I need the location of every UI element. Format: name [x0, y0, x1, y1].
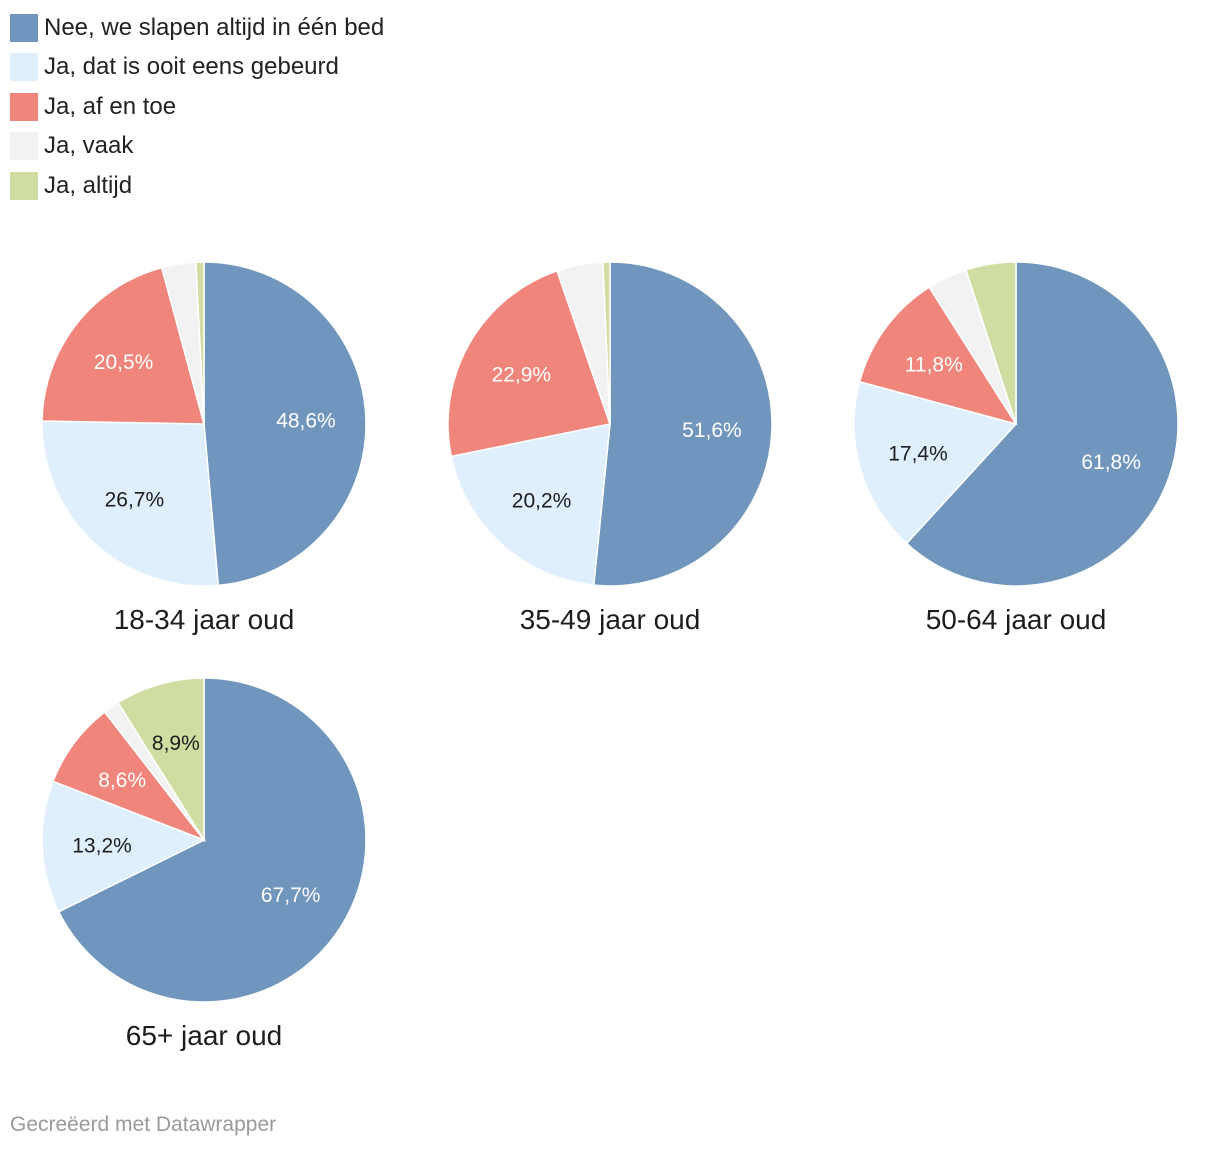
credit-text: Gecreëerd met Datawrapper — [10, 1113, 277, 1136]
legend-label: Nee, we slapen altijd in één bed — [44, 13, 385, 41]
legend-swatch — [10, 92, 38, 121]
pie-slice-ooit[interactable] — [41, 780, 206, 913]
data-label-nee: 48,6% — [276, 410, 336, 433]
legend-item-ooit[interactable]: Ja, dat is ooit eens gebeurd — [10, 48, 384, 88]
data-label-ooit: 20,2% — [512, 490, 572, 513]
pie-slice-altijd[interactable] — [195, 261, 205, 425]
legend-label: Ja, altijd — [44, 171, 133, 199]
pie-slice-nee[interactable] — [905, 261, 1179, 587]
legend-item-vaak[interactable]: Ja, vaak — [10, 127, 384, 167]
data-label-af-en-toe: 20,5% — [94, 351, 154, 374]
pie-title: 50-64 jaar oud — [925, 604, 1107, 635]
legend-item-nee[interactable]: Nee, we slapen altijd in één bed — [10, 8, 384, 48]
pie-slice-nee[interactable] — [57, 677, 367, 1003]
pie-slice-af-en-toe[interactable] — [858, 286, 1018, 426]
pie-slice-ooit[interactable] — [450, 423, 611, 587]
data-label-nee: 61,8% — [1081, 451, 1141, 474]
legend-swatch — [10, 132, 38, 161]
pie-slice-nee[interactable] — [592, 261, 773, 587]
pie-slice-altijd[interactable] — [964, 261, 1017, 425]
pie-slice-ooit[interactable] — [41, 420, 220, 587]
data-label-ooit: 26,7% — [105, 489, 165, 512]
data-label-nee: 51,6% — [682, 419, 742, 442]
pie-slice-af-en-toe[interactable] — [447, 269, 611, 458]
pie-title: 18-34 jaar oud — [113, 604, 295, 635]
data-label-af-en-toe: 8,6% — [98, 769, 146, 792]
data-label-af-en-toe: 11,8% — [905, 353, 963, 376]
legend-swatch — [10, 13, 38, 42]
legend-swatch — [10, 171, 38, 200]
pie-slice-af-en-toe[interactable] — [52, 710, 207, 842]
legend-label: Ja, dat is ooit eens gebeurd — [44, 53, 339, 81]
pie-slice-altijd[interactable] — [602, 261, 611, 425]
legend-item-altijd[interactable]: Ja, altijd — [10, 166, 384, 206]
pie-title: 65+ jaar oud — [125, 1020, 283, 1051]
data-label-ooit: 13,2% — [72, 834, 132, 857]
pie-slice-af-en-toe[interactable] — [41, 266, 205, 425]
data-label-nee: 67,7% — [261, 884, 321, 907]
data-label-af-en-toe: 22,9% — [492, 363, 552, 386]
pie-slice-nee[interactable] — [203, 261, 367, 587]
pie-slice-altijd[interactable] — [117, 677, 205, 843]
data-label-ooit: 17,4% — [888, 442, 948, 465]
legend-item-af-en-toe[interactable]: Ja, af en toe — [10, 87, 384, 127]
pie-title: 35-49 jaar oud — [519, 604, 701, 635]
data-label-altijd: 8,9% — [152, 732, 200, 755]
legend-label: Ja, af en toe — [44, 92, 177, 120]
legend: Nee, we slapen altijd in één bed Ja, dat… — [10, 8, 384, 206]
legend-swatch — [10, 53, 38, 82]
legend-label: Ja, vaak — [44, 132, 134, 160]
pie-slice-ooit[interactable] — [853, 380, 1018, 545]
